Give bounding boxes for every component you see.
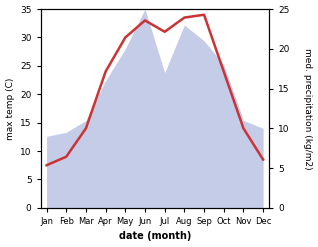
X-axis label: date (month): date (month) (119, 231, 191, 242)
Y-axis label: max temp (C): max temp (C) (5, 77, 15, 140)
Y-axis label: med. precipitation (kg/m2): med. precipitation (kg/m2) (303, 48, 313, 169)
